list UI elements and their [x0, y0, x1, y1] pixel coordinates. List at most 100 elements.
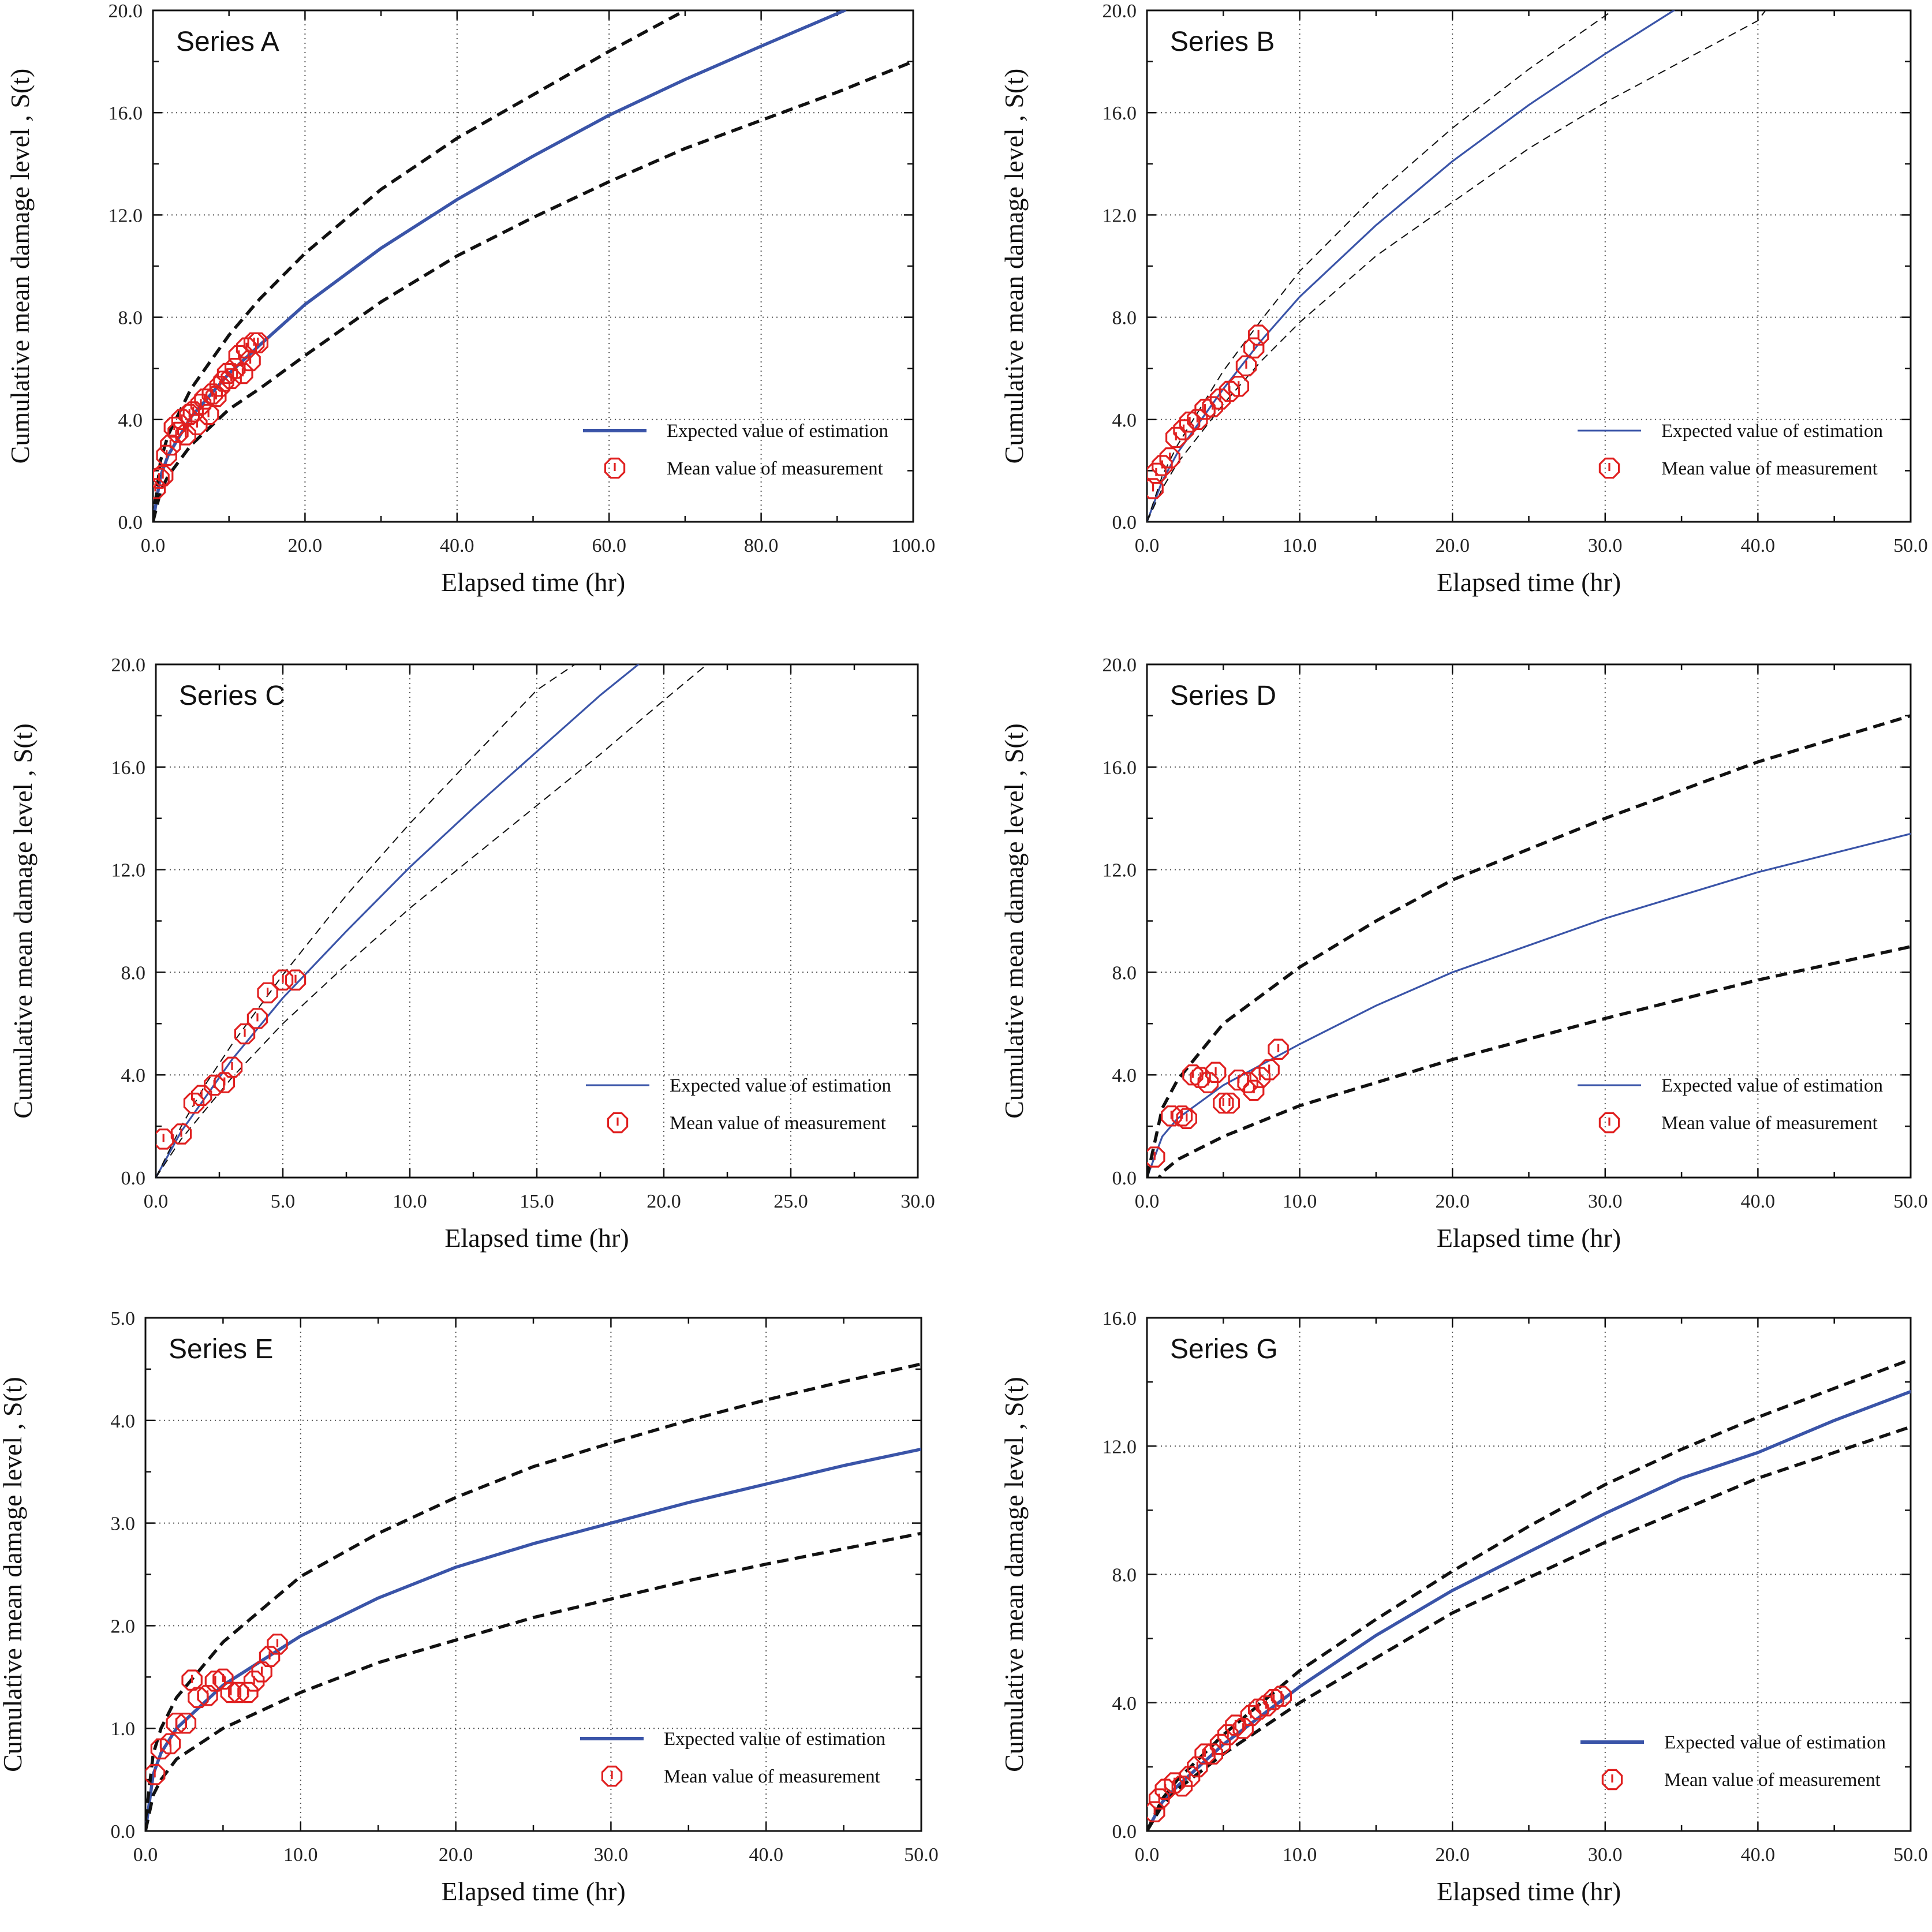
- legend-measurement-label: Mean value of measurement: [664, 1766, 880, 1787]
- measurement-point: [232, 363, 253, 384]
- y-tick-label: 12.0: [1103, 205, 1137, 226]
- y-tick-label: 16.0: [1103, 103, 1137, 124]
- y-tick-label: 16.0: [1103, 757, 1137, 779]
- data-layer: [1147, 714, 1911, 1178]
- measurement-point: [1159, 447, 1180, 469]
- upper-bound-line: [1147, 10, 1613, 522]
- legend-expected-label: Expected value of estimation: [670, 1075, 891, 1096]
- series-title: Series C: [179, 681, 285, 711]
- y-tick-label: 4.0: [1112, 410, 1137, 431]
- x-axis-title: Elapsed time (hr): [1437, 567, 1621, 597]
- x-tick-label: 0.0: [1135, 1191, 1160, 1212]
- measurement-point: [159, 1733, 181, 1755]
- legend-measurement-swatch: [1598, 457, 1620, 479]
- lower-bound-line: [1157, 945, 1911, 1178]
- y-tick-label: 4.0: [1112, 1693, 1137, 1714]
- y-tick-label: 16.0: [111, 757, 146, 779]
- lower-bound-line: [156, 664, 708, 1178]
- measurement-point: [1237, 1072, 1258, 1093]
- y-tick-label: 12.0: [1103, 1436, 1137, 1458]
- y-tick-label: 12.0: [109, 205, 143, 226]
- x-tick-label: 0.0: [141, 535, 166, 556]
- x-tick-label: 10.0: [393, 1191, 427, 1212]
- upper-bound-line: [153, 10, 686, 522]
- measurement-point: [197, 1685, 218, 1706]
- x-tick-label: 0.0: [144, 1191, 169, 1212]
- expected-value-line: [156, 664, 640, 1178]
- y-tick-label: 4.0: [111, 1411, 136, 1432]
- legend-expected-label: Expected value of estimation: [1661, 421, 1883, 442]
- legend: Expected value of estimation Mean value o…: [583, 421, 888, 479]
- measurement-point: [1205, 1062, 1227, 1083]
- x-tick-label: 10.0: [1283, 1844, 1317, 1866]
- x-tick-label: 40.0: [749, 1844, 783, 1866]
- x-tick-label: 30.0: [1588, 1191, 1623, 1212]
- y-axis-title: Cumulative mean damage level , S(t): [8, 723, 38, 1119]
- measurement-point: [220, 1681, 242, 1703]
- measurement-point: [209, 375, 231, 397]
- legend: Expected value of estimation Mean value o…: [1578, 421, 1883, 479]
- y-tick-label: 4.0: [118, 410, 143, 431]
- x-tick-label: 0.0: [1135, 535, 1160, 556]
- measurement-point: [240, 350, 261, 372]
- measurement-point: [1268, 1038, 1289, 1060]
- y-tick-label: 16.0: [109, 103, 143, 124]
- y-tick-label: 12.0: [111, 860, 146, 881]
- measurement-point: [1243, 337, 1265, 359]
- y-axis-title: Cumulative mean damage level , S(t): [999, 1377, 1029, 1772]
- measurement-point: [160, 434, 181, 456]
- x-tick-label: 40.0: [1741, 1191, 1776, 1212]
- x-tick-label: 30.0: [900, 1191, 935, 1212]
- measurement-point: [1258, 1059, 1280, 1081]
- measurement-point: [1228, 375, 1249, 397]
- data-layer: [1147, 1358, 1911, 1831]
- x-axis-title: Elapsed time (hr): [444, 1223, 629, 1253]
- x-tick-label: 30.0: [1588, 1844, 1623, 1866]
- y-axis-title: Cumulative mean damage level , S(t): [999, 69, 1029, 464]
- y-tick-label: 8.0: [1112, 308, 1137, 329]
- measurement-point: [186, 414, 208, 435]
- legend-measurement-swatch: [1598, 1112, 1620, 1134]
- y-tick-label: 1.0: [111, 1718, 136, 1740]
- x-tick-label: 20.0: [1435, 1844, 1470, 1866]
- x-tick-label: 20.0: [1435, 535, 1470, 556]
- panel-series-b: 0.0 10.0 20.0 30.0 40.0 50.0 0.0 4.0 8.0 12.0 16.0…: [999, 1, 1928, 597]
- x-tick-label: 50.0: [904, 1844, 939, 1866]
- measurement-point: [1235, 355, 1257, 377]
- y-tick-label: 8.0: [1112, 1565, 1137, 1586]
- legend-measurement-swatch: [601, 1765, 623, 1787]
- panel-series-d: 0.0 10.0 20.0 30.0 40.0 50.0 0.0 4.0 8.0 12.0 16.0…: [999, 655, 1928, 1253]
- y-tick-label: 4.0: [1112, 1065, 1137, 1086]
- measurement-point: [1176, 1108, 1197, 1130]
- legend-expected-label: Expected value of estimation: [664, 1729, 885, 1750]
- expected-value-line: [153, 10, 847, 522]
- plot-frame: [1146, 9, 1912, 523]
- measurement-point: [1247, 324, 1269, 346]
- x-tick-label: 50.0: [1893, 1191, 1928, 1212]
- measurement-point: [153, 465, 174, 487]
- y-tick-label: 4.0: [121, 1065, 146, 1086]
- upper-bound-line: [156, 664, 576, 1178]
- y-axis-title: Cumulative mean damage level , S(t): [0, 1377, 27, 1772]
- y-axis-title: Cumulative mean damage level , S(t): [5, 69, 35, 464]
- x-tick-label: 40.0: [440, 535, 474, 556]
- x-tick-label: 80.0: [744, 535, 779, 556]
- legend-measurement-swatch: [607, 1112, 629, 1134]
- series-title: Series E: [169, 1334, 273, 1365]
- y-tick-label: 0.0: [118, 512, 143, 533]
- x-axis-title: Elapsed time (hr): [441, 567, 625, 597]
- x-tick-label: 25.0: [773, 1191, 808, 1212]
- measurement-point: [191, 1085, 212, 1107]
- x-tick-label: 30.0: [1588, 535, 1623, 556]
- measurement-point: [221, 1056, 243, 1078]
- y-tick-label: 0.0: [1112, 512, 1137, 533]
- measurement-point: [153, 468, 170, 489]
- legend: Expected value of estimation Mean value o…: [1578, 1075, 1883, 1134]
- legend: Expected value of estimation Mean value o…: [580, 1729, 885, 1787]
- series-title: Series A: [176, 27, 279, 57]
- measurement-point: [247, 332, 268, 354]
- measurement-point: [1194, 1743, 1216, 1765]
- measurement-point: [1171, 1105, 1193, 1127]
- x-tick-label: 10.0: [1283, 535, 1317, 556]
- measurement-point: [197, 403, 219, 425]
